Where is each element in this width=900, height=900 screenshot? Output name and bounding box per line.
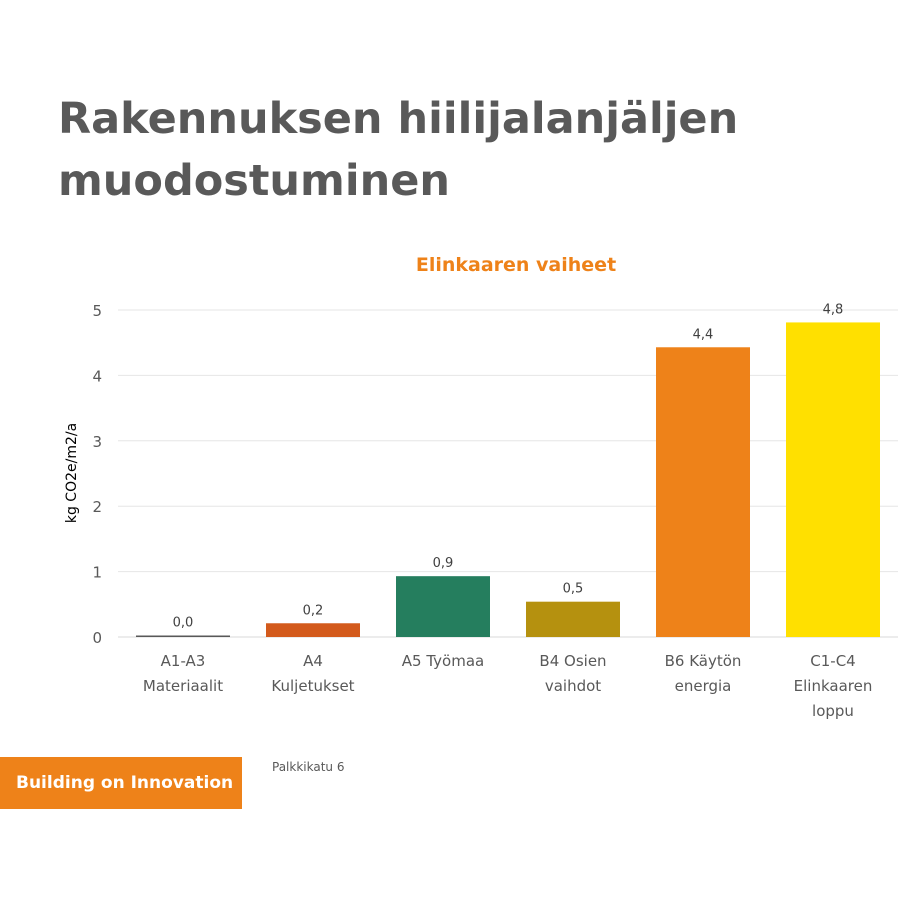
data-label: 0,2 <box>303 603 324 618</box>
chart-title: Elinkaaren vaiheet <box>416 254 616 276</box>
data-label: 0,0 <box>173 616 194 631</box>
x-tick-label: B4 Osien vaihdot <box>539 652 606 695</box>
y-tick-label: 5 <box>92 302 102 320</box>
y-axis-label: kg CO2e/m2/a <box>64 423 80 523</box>
bar <box>786 322 880 637</box>
x-tick-label: A5 Työmaa <box>402 652 484 670</box>
data-label: 0,5 <box>563 582 584 597</box>
brand-badge: Building on Innovation <box>0 757 242 809</box>
bar <box>136 635 230 637</box>
slide-title-line-1: Rakennuksen hiilijalanjäljen <box>58 94 739 144</box>
y-tick-label: 1 <box>92 564 102 582</box>
y-tick-label: 2 <box>92 498 102 516</box>
x-tick-label: C1-C4 Elinkaaren loppu <box>794 652 873 720</box>
y-tick-label: 0 <box>92 629 102 647</box>
bar <box>266 623 360 637</box>
slide-title: Rakennuksen hiilijalanjäljen muodostumin… <box>58 88 858 212</box>
data-label: 4,8 <box>823 302 844 317</box>
slide-title-line-2: muodostuminen <box>58 156 450 206</box>
x-tick-label: A1-A3 Materiaalit <box>143 652 223 695</box>
y-tick-label: 3 <box>92 433 102 451</box>
y-tick-label: 4 <box>92 367 102 385</box>
x-tick-label: A4 Kuljetukset <box>271 652 354 695</box>
bar-chart: Elinkaaren vaiheet 0 1 2 3 4 5 kg CO2e/m2/a 0,0 A… <box>64 254 898 720</box>
bar <box>396 576 490 637</box>
data-label: 0,9 <box>433 556 454 571</box>
bar <box>526 601 620 637</box>
data-label: 4,4 <box>693 327 714 342</box>
footer-address: Palkkikatu 6 <box>272 760 345 774</box>
bar <box>656 347 750 637</box>
brand-label: Building on Innovation <box>16 773 234 793</box>
x-tick-label: B6 Käytön energia <box>665 652 742 695</box>
